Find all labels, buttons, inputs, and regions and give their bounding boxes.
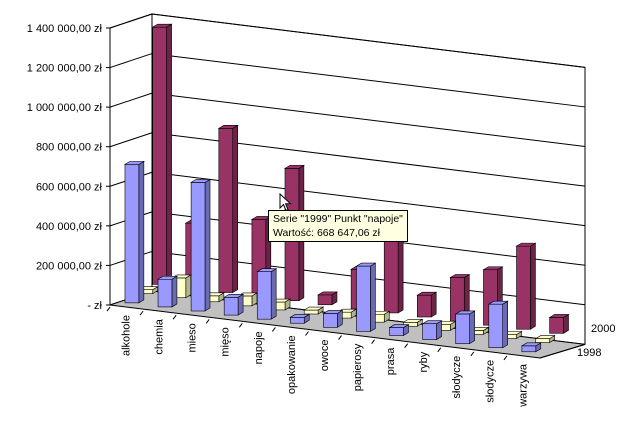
x-tick-mark <box>503 355 508 361</box>
gridline-side <box>109 53 153 69</box>
bar[interactable] <box>123 160 145 304</box>
y-tick-label: - zł <box>87 300 102 312</box>
x-tick-mark <box>172 314 177 320</box>
category-label: opakowanie <box>286 335 298 394</box>
category-label: prasa <box>385 347 397 375</box>
bar[interactable] <box>289 313 311 324</box>
bar[interactable] <box>190 178 212 312</box>
category-label: słodycze <box>484 360 496 403</box>
bar[interactable] <box>303 306 325 315</box>
y-tick-label: 1 000 000,00 zł <box>27 102 103 114</box>
depth-axis-label: 1998 <box>577 347 601 359</box>
bar[interactable] <box>534 335 556 344</box>
bar[interactable] <box>156 275 179 308</box>
bar[interactable] <box>223 293 245 316</box>
y-tick-label: 800 000,00 zł <box>36 142 103 154</box>
bar[interactable] <box>520 342 542 353</box>
y-tick-label: 1 200 000,00 zł <box>27 63 103 75</box>
x-tick-mark <box>470 351 475 357</box>
x-tick-mark <box>106 306 111 312</box>
bar[interactable] <box>316 291 339 306</box>
bar[interactable] <box>515 242 537 330</box>
bar[interactable] <box>217 124 239 294</box>
category-label: mieso <box>187 323 199 352</box>
x-tick-mark <box>238 323 243 328</box>
bar[interactable] <box>383 226 405 314</box>
bar[interactable] <box>322 309 344 328</box>
x-tick-mark <box>305 331 309 336</box>
category-label: słodycze <box>451 356 463 399</box>
depth-axis <box>539 343 586 359</box>
gridline-side <box>109 92 153 108</box>
gridline <box>151 13 586 68</box>
x-tick-mark <box>338 335 342 340</box>
bar[interactable] <box>454 310 476 345</box>
x-tick-mark <box>205 318 210 324</box>
gridline <box>151 92 586 148</box>
bar[interactable] <box>151 23 173 285</box>
bar[interactable] <box>256 268 278 320</box>
category-label: chemia <box>154 318 166 354</box>
depth-axis-label: 2000 <box>591 323 615 335</box>
bar[interactable] <box>388 324 410 337</box>
bar[interactable] <box>487 300 509 349</box>
bar[interactable] <box>421 320 443 341</box>
category-label: napoje <box>253 331 265 364</box>
x-tick-mark <box>404 343 409 349</box>
y-tick-label: 600 000,00 zł <box>36 181 103 193</box>
bar[interactable] <box>402 318 424 327</box>
data-point-tooltip: Serie "1999" Punkt "napoje" Wartość: 668… <box>268 210 408 242</box>
category-label: owoce <box>319 340 331 372</box>
category-label: warzywa <box>517 363 529 408</box>
y-tick-label: 1 400 000,00 zł <box>27 23 103 35</box>
x-tick-mark <box>371 339 376 344</box>
y-tick-label: 200 000,00 zł <box>36 260 103 272</box>
category-label: mięso <box>220 327 232 356</box>
bar[interactable] <box>548 313 570 334</box>
tooltip-series-point: Serie "1999" Punkt "napoje" <box>273 213 403 225</box>
y-tick-label: 400 000,00 zł <box>36 221 103 233</box>
mouse-pointer-icon <box>279 193 292 212</box>
x-tick-mark <box>271 327 276 332</box>
gridline <box>151 53 586 108</box>
bar[interactable] <box>416 291 438 318</box>
bar[interactable] <box>449 274 471 322</box>
bar[interactable] <box>355 262 377 332</box>
tooltip-value: Wartość: 668 647,06 zł <box>273 227 380 239</box>
category-label: alkohole <box>120 315 132 356</box>
x-tick-mark <box>139 310 144 316</box>
x-tick-mark <box>437 347 442 353</box>
gridline-side <box>109 13 153 29</box>
gridline-side <box>109 132 153 148</box>
category-label: papierosy <box>352 343 364 391</box>
category-label: ryby <box>418 351 430 372</box>
